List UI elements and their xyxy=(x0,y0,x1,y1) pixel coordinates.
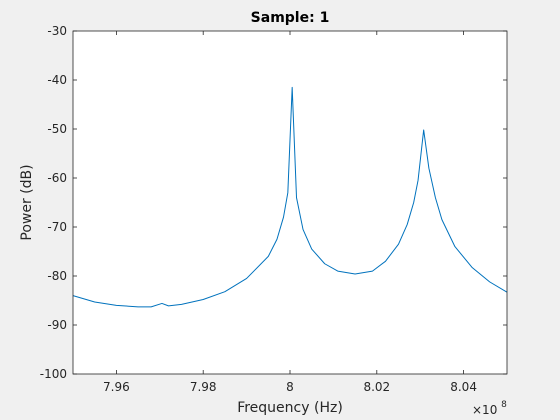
x-tick-label: 8.02 xyxy=(363,380,390,394)
x-axis-label: Frequency (Hz) xyxy=(237,400,343,416)
y-tick-label: -70 xyxy=(47,220,67,234)
x-axis-exponent-power: 8 xyxy=(501,400,507,410)
plot-area xyxy=(73,31,507,374)
x-tick-label: 7.98 xyxy=(190,380,217,394)
y-tick-label: -50 xyxy=(47,122,67,136)
series-layer xyxy=(72,86,508,308)
x-tick-label: 8.04 xyxy=(450,380,477,394)
y-axis-ticks: -100 -90 -80 -70 -60 -50 -40 -30 xyxy=(40,24,507,381)
y-tick-label: -90 xyxy=(47,318,67,332)
x-tick-label: 8 xyxy=(286,380,294,394)
y-tick-label: -40 xyxy=(47,73,67,87)
x-axis-exponent-base: ×10 xyxy=(472,403,497,417)
y-tick-label: -100 xyxy=(40,367,67,381)
x-axis-ticks: 7.96 7.98 8 8.02 8.04 xyxy=(103,31,477,394)
x-axis-exponent: ×10 8 xyxy=(472,400,507,417)
y-axis-label: Power (dB) xyxy=(19,164,35,240)
y-tick-label: -30 xyxy=(47,24,67,38)
y-tick-label: -80 xyxy=(47,269,67,283)
series-line xyxy=(72,86,508,308)
x-tick-label: 7.96 xyxy=(103,380,130,394)
chart-title: Sample: 1 xyxy=(251,10,330,26)
y-tick-label: -60 xyxy=(47,171,67,185)
